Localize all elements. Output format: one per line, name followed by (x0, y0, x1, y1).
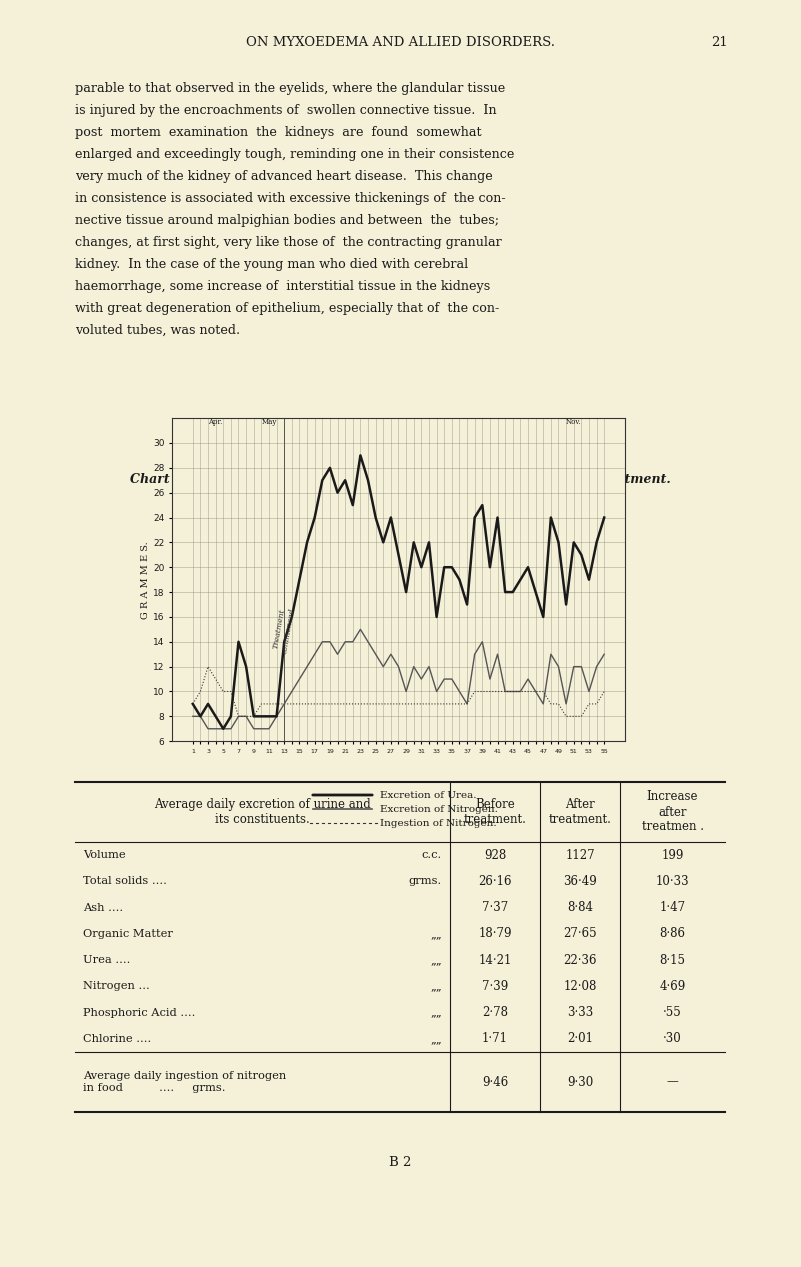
Text: is injured by the encroachments of  swollen connective tissue.  In: is injured by the encroachments of swoll… (75, 104, 497, 117)
Text: Organic Matter: Organic Matter (83, 929, 173, 939)
Text: enlarged and exceedingly tough, reminding one in their consistence: enlarged and exceedingly tough, remindin… (75, 148, 514, 161)
Text: kidney.  In the case of the young man who died with cerebral: kidney. In the case of the young man who… (75, 258, 469, 271)
Text: 1·47: 1·47 (659, 901, 686, 914)
Text: in consistence is associated with excessive thickenings of  the con-: in consistence is associated with excess… (75, 193, 505, 205)
Text: post  mortem  examination  the  kidneys  are  found  somewhat: post mortem examination the kidneys are … (75, 125, 481, 139)
Text: 27·65: 27·65 (563, 927, 597, 940)
Text: 12·08: 12·08 (563, 979, 597, 993)
Text: Apr.: Apr. (208, 418, 223, 426)
Text: Total solids ....: Total solids .... (83, 877, 167, 887)
Text: Treatment
commenced: Treatment commenced (272, 606, 296, 654)
Text: Increase
after
treatmen .: Increase after treatmen . (642, 791, 703, 834)
Text: very much of the kidney of advanced heart disease.  This change: very much of the kidney of advanced hear… (75, 170, 493, 182)
Y-axis label: G R A M M E S.: G R A M M E S. (141, 541, 151, 618)
Text: B 2: B 2 (388, 1156, 411, 1168)
Text: 22·36: 22·36 (563, 954, 597, 967)
Text: 928: 928 (484, 849, 506, 862)
Text: 2·01: 2·01 (567, 1033, 593, 1045)
Text: 14·21: 14·21 (478, 954, 512, 967)
Text: 10·33: 10·33 (656, 875, 690, 888)
Text: After
treatment.: After treatment. (549, 798, 611, 826)
Text: Volume: Volume (83, 850, 126, 860)
Text: 199: 199 (662, 849, 684, 862)
Text: Excretion of Urea.: Excretion of Urea. (380, 791, 477, 799)
Text: May: May (261, 418, 276, 426)
Text: ·30: ·30 (663, 1033, 682, 1045)
Text: haemorrhage, some increase of  interstitial tissue in the kidneys: haemorrhage, some increase of interstiti… (75, 280, 490, 293)
Text: Chlorine ....: Chlorine .... (83, 1034, 151, 1044)
Text: 4·69: 4·69 (659, 979, 686, 993)
Text: 7·37: 7·37 (482, 901, 508, 914)
Text: ·55: ·55 (663, 1006, 682, 1019)
Text: Ingestion of Nitrogen.: Ingestion of Nitrogen. (380, 818, 497, 827)
Text: 9·30: 9·30 (567, 1076, 593, 1088)
Text: 26·16: 26·16 (478, 875, 512, 888)
Text: Average daily excretion of urine and
its constituents.: Average daily excretion of urine and its… (154, 798, 371, 826)
Text: Before
treatment.: Before treatment. (464, 798, 526, 826)
Text: 18·79: 18·79 (478, 927, 512, 940)
Text: „„: „„ (430, 1034, 442, 1044)
Text: 9·46: 9·46 (482, 1076, 508, 1088)
Text: parable to that observed in the eyelids, where the glandular tissue: parable to that observed in the eyelids,… (75, 82, 505, 95)
Text: 1·71: 1·71 (482, 1033, 508, 1045)
Text: Average daily ingestion of nitrogen
in food          ....     grms.: Average daily ingestion of nitrogen in f… (83, 1071, 286, 1093)
Text: —: — (666, 1076, 678, 1088)
Text: „„: „„ (430, 929, 442, 939)
Text: 21: 21 (711, 35, 728, 48)
Text: ON MYXOEDEMA AND ALLIED DISORDERS.: ON MYXOEDEMA AND ALLIED DISORDERS. (245, 35, 554, 48)
Text: Phosphoric Acid ....: Phosphoric Acid .... (83, 1007, 195, 1017)
Text: c.c.: c.c. (422, 850, 442, 860)
Text: Urea ....: Urea .... (83, 955, 131, 965)
Text: „„: „„ (430, 955, 442, 965)
Text: Ash ....: Ash .... (83, 902, 123, 912)
Text: 8·84: 8·84 (567, 901, 593, 914)
Text: with great degeneration of epithelium, especially that of  the con-: with great degeneration of epithelium, e… (75, 302, 499, 315)
Text: 8·86: 8·86 (659, 927, 686, 940)
Text: 3·33: 3·33 (567, 1006, 593, 1019)
Text: 8·15: 8·15 (659, 954, 686, 967)
Text: 1127: 1127 (566, 849, 595, 862)
Text: Chart illustrating changes in excretion of urea and nitrogen after treatment.: Chart illustrating changes in excretion … (130, 474, 670, 487)
Text: Nov.: Nov. (566, 418, 582, 426)
Text: „„: „„ (430, 1007, 442, 1017)
Text: changes, at first sight, very like those of  the contracting granular: changes, at first sight, very like those… (75, 236, 501, 250)
Text: nective tissue around malpighian bodies and between  the  tubes;: nective tissue around malpighian bodies … (75, 214, 499, 227)
Text: 7·39: 7·39 (482, 979, 508, 993)
Text: Excretion of Nitrogen.: Excretion of Nitrogen. (380, 805, 498, 813)
Text: „„: „„ (430, 982, 442, 991)
Text: 2·78: 2·78 (482, 1006, 508, 1019)
Text: Nitrogen ...: Nitrogen ... (83, 982, 150, 991)
Text: voluted tubes, was noted.: voluted tubes, was noted. (75, 324, 240, 337)
Text: 36·49: 36·49 (563, 875, 597, 888)
Text: grms.: grms. (409, 877, 442, 887)
